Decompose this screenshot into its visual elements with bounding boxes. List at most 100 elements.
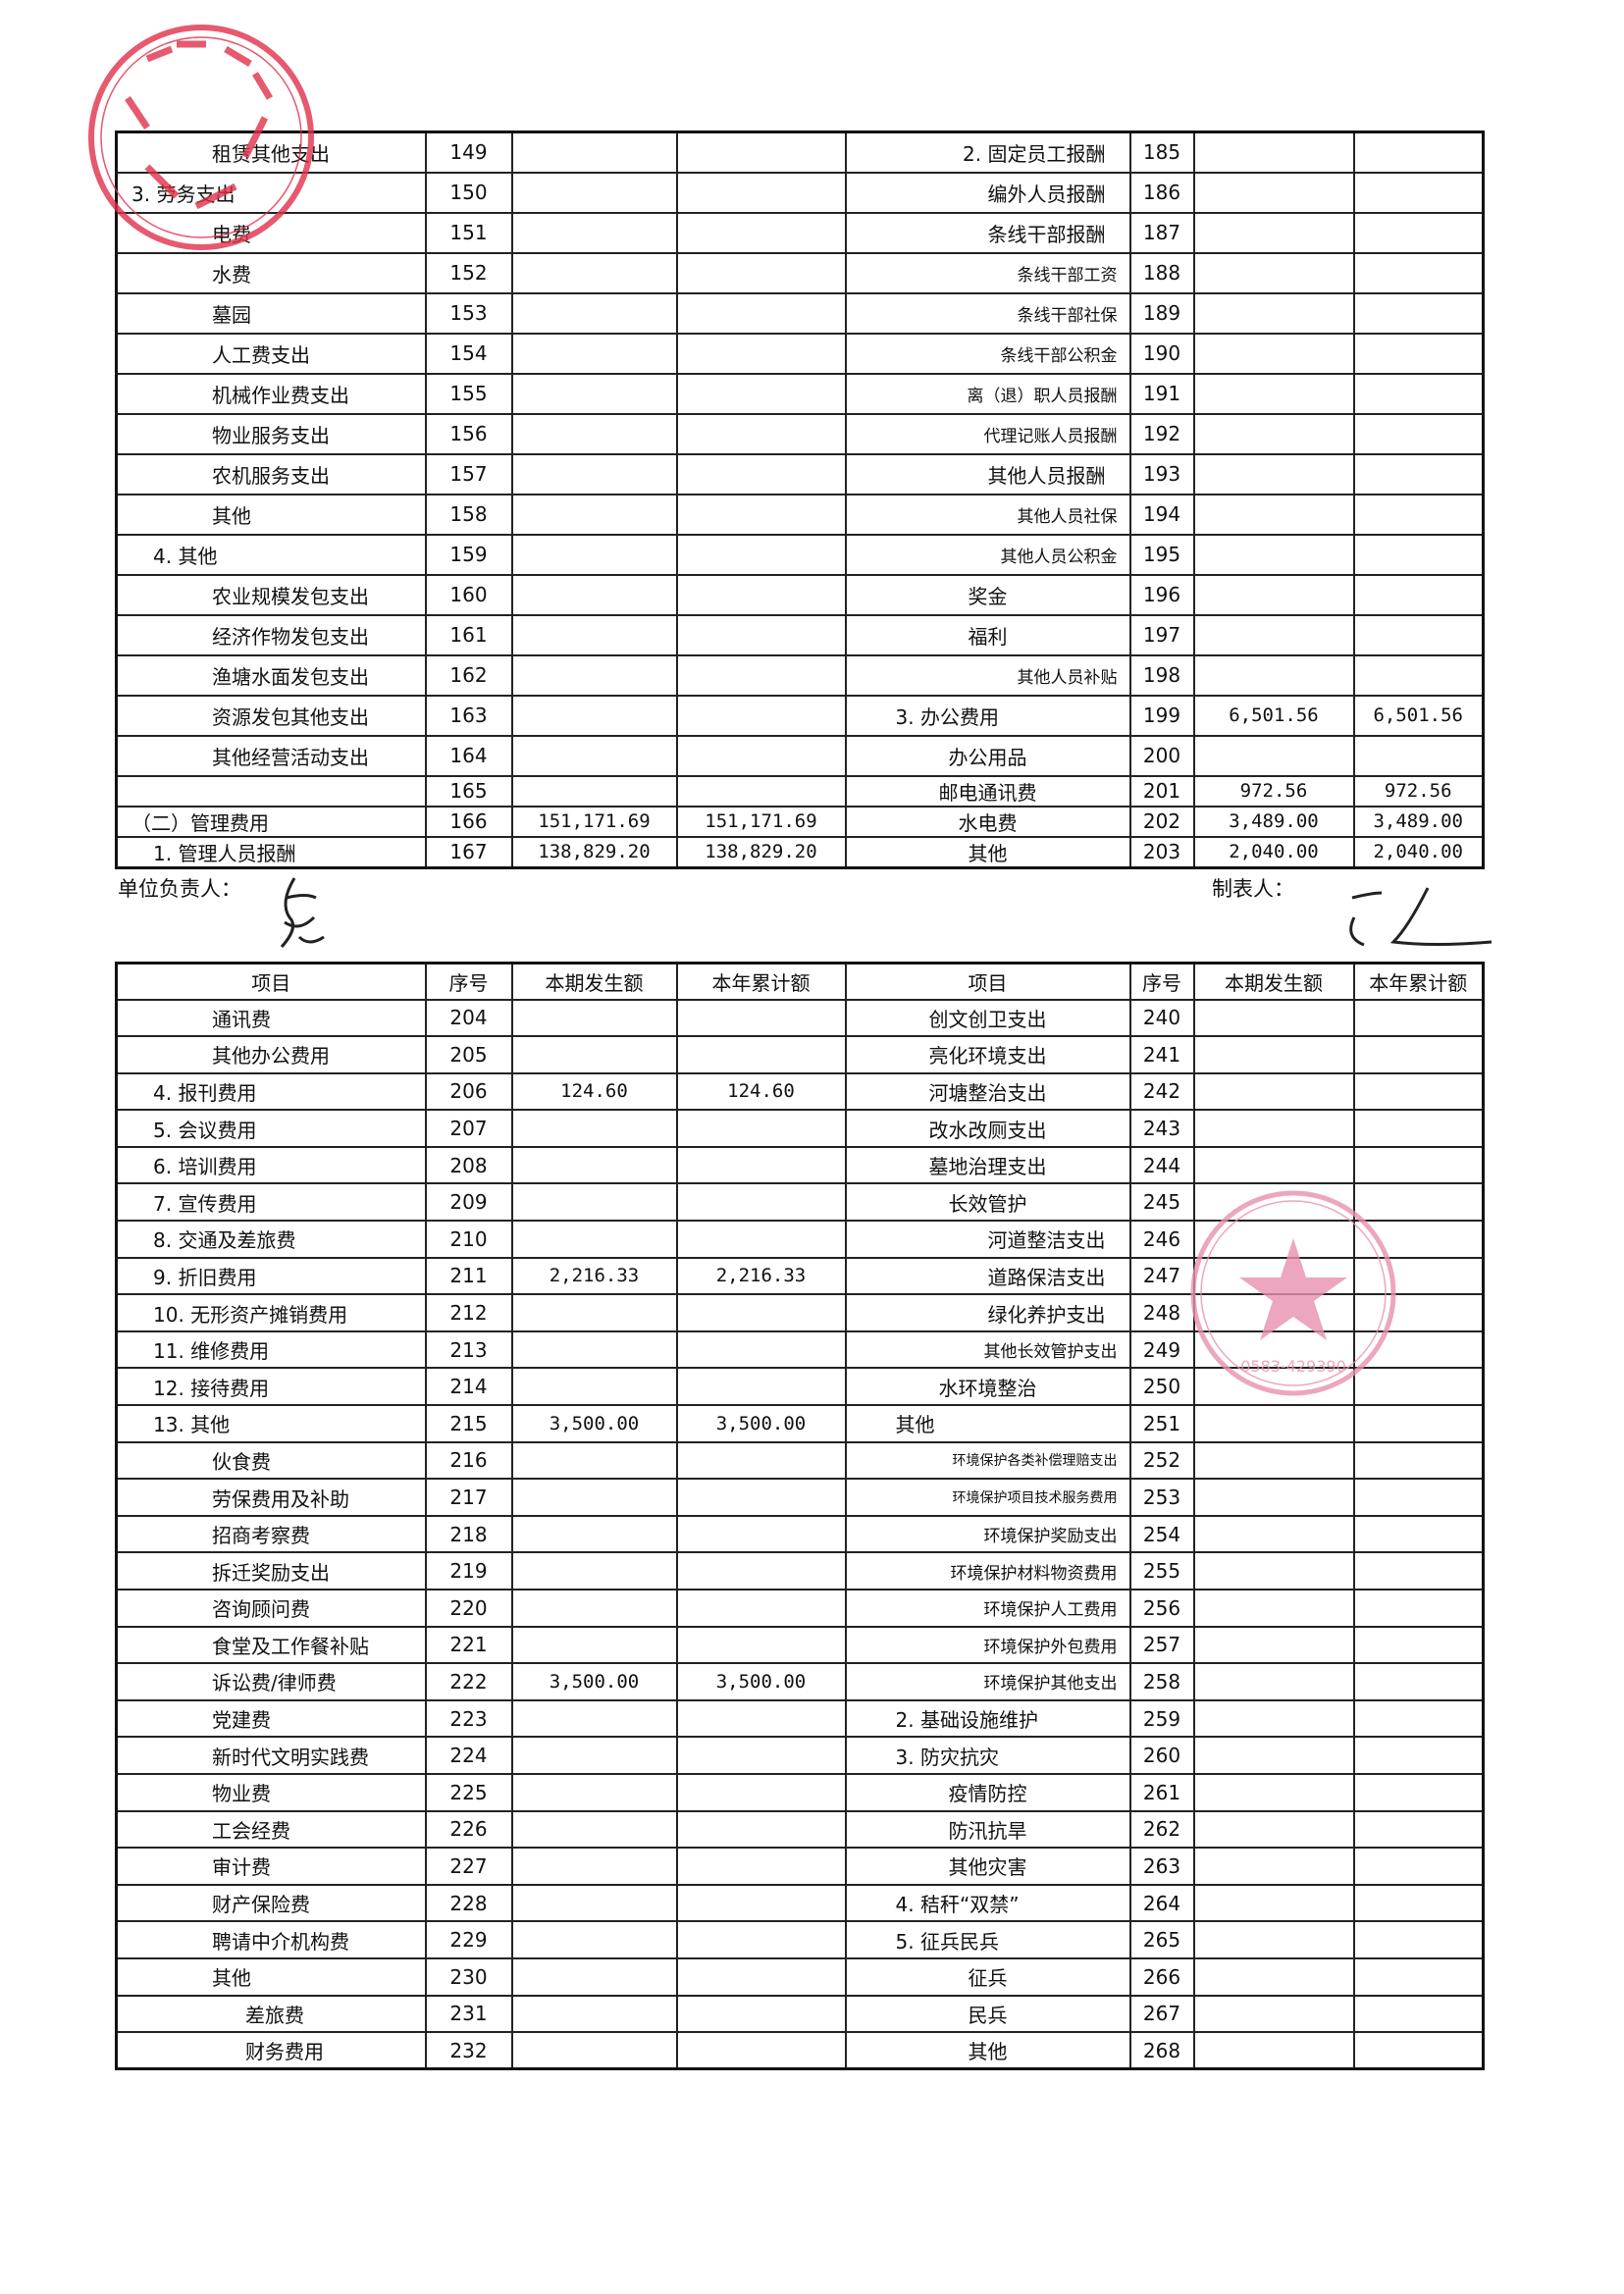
current-amount — [510, 1293, 678, 1332]
current-amount — [1192, 1145, 1355, 1185]
row-number: 216 — [424, 1440, 513, 1481]
current-amount — [510, 372, 678, 415]
row-number: 161 — [424, 613, 513, 656]
current-amount — [510, 573, 678, 616]
ytd-amount — [675, 251, 847, 294]
item-name: 聘请中介机构费 — [115, 1920, 427, 1959]
item-name: 机械作业费支出 — [115, 372, 427, 415]
row-number: 167 — [424, 835, 513, 868]
item-name: 拆迁奖励支出 — [115, 1551, 427, 1590]
table-row: 6. 培训费用 208 墓地治理支出 244 — [115, 1145, 1485, 1185]
current-amount — [510, 1772, 678, 1812]
ytd-amount — [1352, 1772, 1485, 1812]
item-name: 其他人员公积金 — [844, 533, 1131, 576]
current-amount — [510, 2031, 678, 2070]
row-number: 194 — [1128, 493, 1195, 536]
table-row: 诉讼费/律师费 222 3,500.00 3,500.00 环境保护其他支出 258 — [115, 1662, 1485, 1701]
current-amount — [1192, 1182, 1355, 1223]
ytd-amount — [1352, 1256, 1485, 1296]
item-name: 其他 — [115, 493, 427, 536]
item-name: 绿化养护支出 — [844, 1293, 1131, 1332]
ytd-amount — [675, 613, 847, 656]
item-name: 电费 — [115, 211, 427, 254]
current-amount — [510, 452, 678, 495]
ytd-amount — [675, 1625, 847, 1665]
ytd-amount — [675, 493, 847, 536]
current-amount — [510, 1956, 678, 1997]
current-amount — [1192, 452, 1355, 495]
current-amount — [510, 130, 678, 174]
item-name: 办公用品 — [844, 734, 1131, 777]
table-row: 13. 其他 215 3,500.00 3,500.00 其他 251 — [115, 1404, 1485, 1443]
table-row: 新时代文明实践费 224 3. 防灾抗灾 260 — [115, 1736, 1485, 1775]
row-number: 203 — [1128, 835, 1195, 868]
item-name: 奖金 — [844, 573, 1131, 616]
item-name: 人工费支出 — [115, 332, 427, 375]
ytd-amount — [1352, 998, 1485, 1038]
ytd-amount — [675, 1883, 847, 1923]
row-number: 264 — [1128, 1883, 1195, 1923]
ytd-amount — [1352, 372, 1485, 415]
current-amount — [1192, 1809, 1355, 1850]
ytd-amount — [675, 998, 847, 1038]
current-amount — [1192, 493, 1355, 536]
ytd-amount — [1352, 211, 1485, 254]
current-amount — [510, 1625, 678, 1665]
row-number: 246 — [1128, 1220, 1195, 1259]
ytd-amount — [1352, 1809, 1485, 1850]
item-name: 其他 — [844, 835, 1131, 868]
item-name: 农业规模发包支出 — [115, 573, 427, 616]
row-number: 215 — [424, 1404, 513, 1443]
row-number: 202 — [1128, 805, 1195, 838]
current-amount — [510, 694, 678, 737]
ytd-amount — [1352, 452, 1485, 495]
ytd-amount: 2,216.33 — [675, 1256, 847, 1296]
item-name: 其他长效管护支出 — [844, 1329, 1131, 1370]
table-row: 差旅费 231 民兵 267 — [115, 1994, 1485, 2034]
column-header: 项目 — [844, 962, 1131, 1001]
ytd-amount — [1352, 1514, 1485, 1554]
ytd-amount — [675, 734, 847, 777]
row-number: 210 — [424, 1220, 513, 1259]
column-header: 序号 — [424, 962, 513, 1001]
table-row: 3. 劳务支出 150 编外人员报酬 186 — [115, 171, 1485, 214]
ytd-amount — [1352, 1994, 1485, 2034]
current-amount: 3,489.00 — [1192, 805, 1355, 838]
current-amount — [510, 774, 678, 808]
item-name: 福利 — [844, 613, 1131, 656]
row-number: 152 — [424, 251, 513, 294]
current-amount: 2,040.00 — [1192, 835, 1355, 868]
item-name: 长效管护 — [844, 1182, 1131, 1223]
row-number: 185 — [1128, 130, 1195, 174]
row-number: 227 — [424, 1847, 513, 1886]
ytd-amount — [1352, 171, 1485, 214]
current-amount — [1192, 1662, 1355, 1701]
current-amount — [1192, 573, 1355, 616]
row-number: 214 — [424, 1367, 513, 1407]
item-name: 伙食费 — [115, 1440, 427, 1481]
ytd-amount: 151,171.69 — [675, 805, 847, 838]
column-header: 本年累计额 — [675, 962, 847, 1001]
table-row: 165 邮电通讯费 201 972.56 972.56 — [115, 774, 1485, 808]
row-number: 189 — [1128, 291, 1195, 335]
current-amount — [510, 1220, 678, 1259]
current-amount — [510, 1920, 678, 1959]
row-number: 226 — [424, 1809, 513, 1850]
item-name: 防汛抗旱 — [844, 1809, 1131, 1850]
item-name: 3. 防灾抗灾 — [844, 1736, 1131, 1775]
table-row: 1. 管理人员报酬 167 138,829.20 138,829.20 其他 203 2,0… — [115, 835, 1485, 868]
ytd-amount — [675, 1847, 847, 1886]
item-name: 其他人员补贴 — [844, 653, 1131, 697]
table-row: 经济作物发包支出 161 福利 197 — [115, 613, 1485, 656]
table-row: （二）管理费用 166 151,171.69 151,171.69 水电费 202 3,48… — [115, 805, 1485, 838]
ytd-amount — [1352, 1920, 1485, 1959]
row-number: 199 — [1128, 694, 1195, 737]
current-amount: 3,500.00 — [510, 1662, 678, 1701]
current-amount — [1192, 533, 1355, 576]
ytd-amount — [1352, 1956, 1485, 1997]
item-name: 农机服务支出 — [115, 452, 427, 495]
current-amount — [510, 1883, 678, 1923]
current-amount — [510, 1847, 678, 1886]
table-row: 物业服务支出 156 代理记账人员报酬 192 — [115, 412, 1485, 455]
ytd-amount — [675, 1367, 847, 1407]
